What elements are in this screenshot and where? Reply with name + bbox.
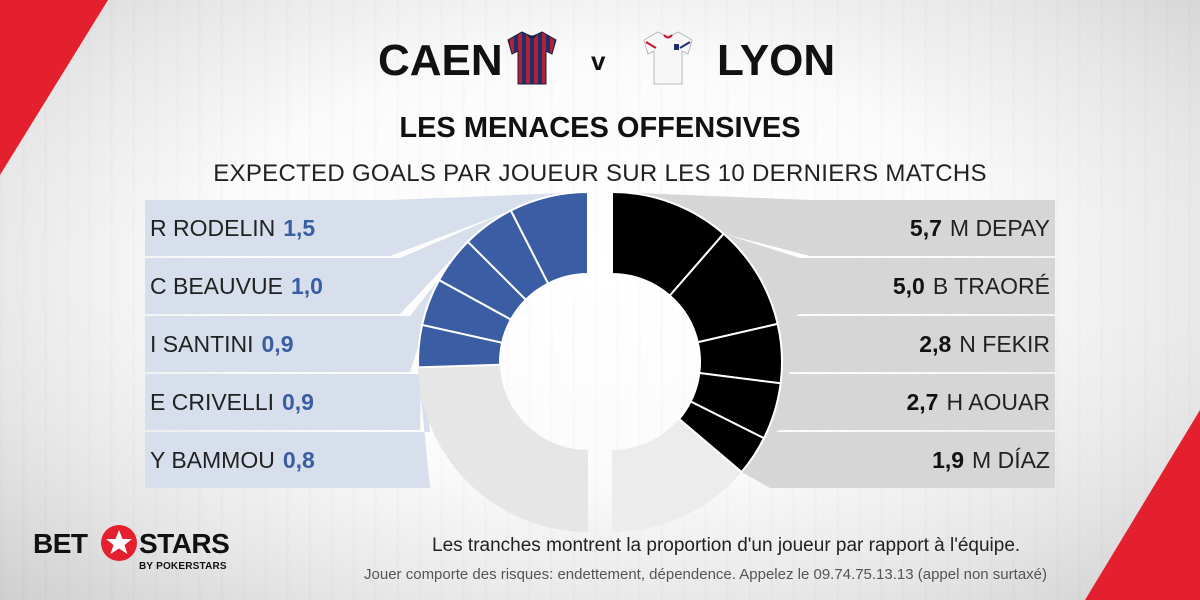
slice-y-bammou	[417, 323, 504, 369]
player-name: H AOUAR	[946, 389, 1050, 415]
match-header: CAEN v LYON	[0, 28, 1200, 88]
player-label: 5,0 B TRAORÉ	[893, 271, 1050, 301]
band-e-crivelli	[145, 280, 440, 430]
player-name: I SANTINI	[150, 331, 254, 357]
player-xg-value: 1,0	[290, 273, 323, 299]
logo-text-stars: STARS	[139, 528, 230, 559]
corner-red-top-left	[0, 0, 108, 175]
player-label: E CRIVELLI 0,9	[150, 387, 314, 417]
betstars-logo: BET STARS BY POKERSTARS	[33, 525, 243, 580]
band-c-beauvue	[145, 210, 511, 314]
player-xg-value: 1,9	[932, 447, 965, 473]
player-xg-value: 0,9	[261, 331, 294, 357]
slice-m-d-az	[677, 400, 766, 474]
footnote: Les tranches montrent la proportion d'un…	[432, 535, 1021, 556]
gambling-disclaimer: Jouer comporte des risques: endettement,…	[364, 566, 1047, 583]
player-label: R RODELIN 1,5	[150, 213, 315, 243]
player-xg-value: 0,8	[282, 447, 315, 473]
player-name: B TRAORÉ	[932, 273, 1050, 299]
player-name: Y BAMMOU	[150, 447, 275, 473]
player-xg-value: 5,0	[892, 273, 925, 299]
home-jersey-icon	[507, 31, 557, 85]
player-xg-value: 1,5	[283, 215, 316, 241]
player-name: M DÍAZ	[972, 447, 1050, 473]
logo-subtitle: BY POKERSTARS	[139, 561, 227, 572]
band-r-rodelin	[145, 192, 588, 256]
logo-text-bet: BET	[33, 528, 88, 559]
band-y-bammou	[145, 324, 430, 488]
band-i-santini	[145, 241, 468, 372]
player-name: R RODELIN	[150, 215, 276, 241]
player-name: N FEKIR	[959, 331, 1050, 357]
player-xg-value: 2,8	[919, 331, 952, 357]
player-name: M DEPAY	[949, 215, 1050, 241]
home-team-name: CAEN	[378, 36, 503, 85]
player-xg-value: 0,9	[282, 389, 314, 415]
band-b-traor-	[723, 233, 1055, 324]
star-icon	[101, 525, 137, 561]
player-label: Y BAMMOU 0,8	[150, 445, 315, 475]
band-m-d-az	[741, 432, 1055, 488]
player-label: 2,7 H AOUAR	[906, 387, 1050, 417]
player-xg-value: 2,7	[906, 389, 939, 415]
away-team-name: LYON	[717, 36, 836, 85]
player-name: C BEAUVUE	[150, 273, 283, 299]
away-jersey-icon	[643, 31, 693, 85]
corner-red-bottom-right	[1085, 410, 1200, 600]
versus-label: v	[591, 46, 606, 76]
player-label: 5,7 M DEPAY	[910, 213, 1050, 243]
band-n-fekir	[777, 316, 1055, 384]
player-label: 2,8 N FEKIR	[919, 329, 1050, 359]
player-label: C BEAUVUE 1,0	[150, 271, 323, 301]
player-label: 1,9 M DÍAZ	[932, 445, 1050, 475]
band-h-aouar	[763, 374, 1055, 439]
band-m-depay	[612, 192, 1055, 256]
player-label: I SANTINI 0,9	[150, 329, 294, 359]
chart-title: LES MENACES OFFENSIVES	[399, 112, 801, 144]
player-xg-value: 5,7	[909, 215, 942, 241]
chart-subtitle: EXPECTED GOALS PAR JOUEUR SUR LES 10 DER…	[213, 160, 987, 187]
player-name: E CRIVELLI	[150, 389, 274, 415]
